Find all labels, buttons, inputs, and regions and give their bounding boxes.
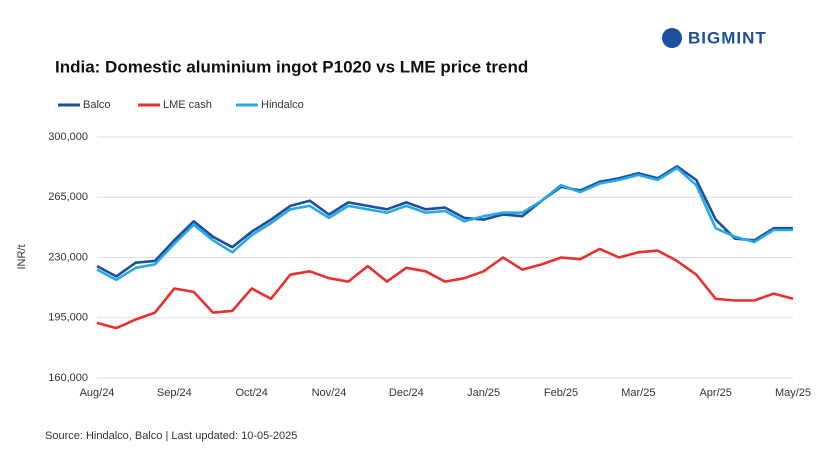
y-tick-label: 160,000: [48, 372, 88, 384]
legend-label: Balco: [83, 99, 111, 111]
series-line: [96, 166, 793, 282]
x-tick-label: Apr/25: [699, 387, 731, 399]
y-axis-label: INR/t: [16, 244, 28, 269]
x-tick-label: Oct/24: [235, 387, 267, 399]
series-line: [96, 165, 793, 278]
source: Source: Hindalco, Balco | Last updated: …: [45, 430, 297, 442]
y-tick-label: 265,000: [48, 191, 88, 203]
legend-label: LME cash: [163, 99, 212, 111]
x-tick-label: Feb/25: [544, 387, 578, 399]
y-tick-label: 195,000: [48, 312, 88, 324]
x-tick-label: Mar/25: [621, 387, 655, 399]
y-tick-label: 230,000: [48, 251, 88, 263]
x-tick-label: Nov/24: [312, 387, 347, 399]
brand: BIGMINT: [688, 28, 767, 47]
x-tick-label: Dec/24: [389, 387, 424, 399]
chart-title: India: Domestic aluminium ingot P1020 vs…: [55, 57, 528, 76]
x-tick-label: Jan/25: [467, 387, 500, 399]
x-tick-label: May/25: [775, 387, 811, 399]
logo: BIGMINT: [662, 28, 767, 48]
series-line: [96, 247, 794, 330]
legend-label: Hindalco: [261, 99, 304, 111]
x-tick-label: Sep/24: [157, 387, 192, 399]
x-tick-label: Aug/24: [80, 387, 115, 399]
y-tick-label: 300,000: [48, 131, 88, 143]
